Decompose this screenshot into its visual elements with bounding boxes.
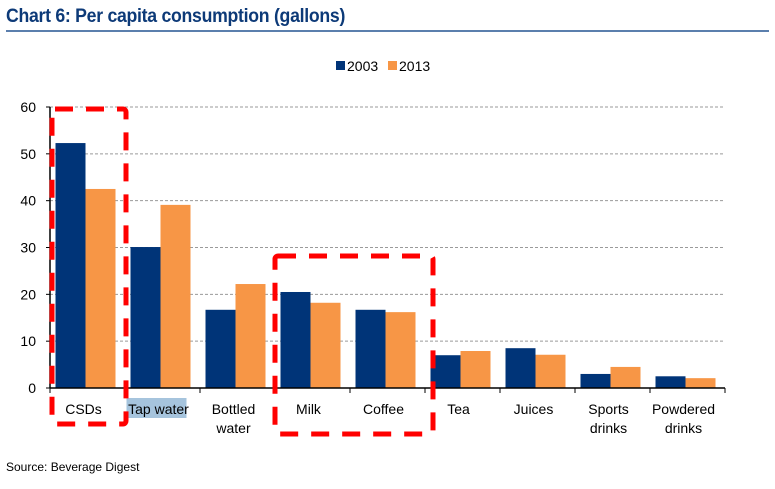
bar-2013-8 [685, 378, 716, 388]
bar-2013-5 [460, 351, 491, 388]
label-highlight [126, 398, 187, 418]
y-tick-label: 30 [20, 240, 36, 256]
y-tick-label: 40 [20, 193, 36, 209]
bar-2003-3 [280, 291, 311, 388]
dashed-highlight-box [49, 106, 129, 427]
bar-2013-0 [85, 188, 116, 388]
category-label: drinks [590, 420, 627, 436]
bar-2013-3 [310, 302, 341, 388]
y-tick-label: 20 [20, 286, 36, 302]
source-note: Source: Beverage Digest [6, 460, 140, 474]
legend-label-2013: 2013 [399, 58, 430, 74]
bar-2003-0 [55, 143, 86, 388]
bar-2003-6 [505, 348, 536, 388]
bar-2003-4 [355, 309, 386, 388]
category-label: CSDs [65, 401, 102, 417]
category-label: Tea [447, 401, 470, 417]
annotations [49, 106, 436, 437]
x-axis [49, 387, 726, 393]
legend-label-2003: 2003 [347, 58, 378, 74]
category-label: Juices [514, 401, 554, 417]
bar-2013-1 [160, 204, 191, 388]
bar-2013-4 [385, 312, 416, 388]
legend-swatch-2003 [336, 61, 345, 70]
y-tick-label: 10 [20, 333, 36, 349]
category-label: Bottled [212, 401, 256, 417]
category-label: water [215, 420, 251, 436]
category-label: Coffee [363, 401, 404, 417]
bar-2013-6 [535, 354, 566, 388]
bar-2013-2 [235, 284, 266, 388]
y-tick-label: 50 [20, 146, 36, 162]
legend-swatch-2013 [388, 61, 397, 70]
category-label: Powdered [652, 401, 715, 417]
bar-2013-7 [610, 366, 641, 388]
y-tick-label: 60 [20, 99, 36, 115]
category-label: drinks [665, 420, 702, 436]
bar-2003-2 [205, 309, 236, 388]
dashed-highlight-box [272, 253, 436, 437]
bar-2003-8 [655, 376, 686, 388]
chart-title: Chart 6: Per capita consumption (gallons… [6, 6, 346, 27]
category-label: Tap water [128, 401, 189, 417]
category-label: Sports [588, 401, 628, 417]
y-tick-label: 0 [28, 380, 36, 396]
category-label: Milk [296, 401, 322, 417]
bars [55, 143, 716, 388]
bar-2003-1 [130, 247, 161, 388]
bar-2003-7 [580, 373, 611, 388]
category-labels: CSDs Tap water Bottled water Milk Coffee Tea Ju… [65, 398, 715, 436]
legend: 2003 2013 [336, 58, 430, 74]
title-underline [6, 30, 769, 32]
y-axis: 0 10 20 30 40 50 60 [20, 99, 51, 396]
